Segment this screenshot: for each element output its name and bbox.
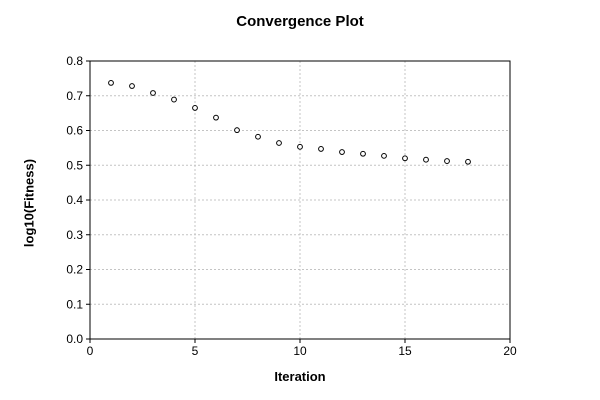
- data-point: [339, 149, 345, 155]
- data-point: [465, 158, 471, 165]
- data-point: [360, 150, 366, 157]
- data-point: [255, 133, 261, 140]
- data-point: [381, 152, 387, 159]
- data-point: [108, 79, 114, 86]
- x-tick-label: 15: [398, 344, 412, 358]
- x-tick-label: 20: [503, 344, 517, 358]
- data-point: [318, 146, 324, 152]
- y-tick-label: 0.1: [66, 297, 83, 311]
- data-point: [213, 114, 219, 121]
- x-axis-title: Iteration: [274, 369, 326, 384]
- data-point: [150, 90, 156, 96]
- y-tick-label: 0.3: [66, 228, 83, 242]
- x-tick-label: 5: [192, 344, 199, 358]
- y-axis-title: log10(Fitness): [21, 158, 37, 248]
- x-tick-label: 10: [293, 344, 307, 358]
- data-point: [276, 140, 282, 146]
- y-tick-label: 0.2: [66, 263, 83, 277]
- y-tick-label: 0.0: [66, 332, 83, 346]
- data-point: [402, 155, 408, 162]
- y-tick-label: 0.7: [66, 89, 83, 103]
- data-point: [423, 156, 429, 163]
- x-tick-label: 0: [87, 344, 94, 358]
- y-tick-label: 0.6: [66, 124, 83, 138]
- y-tick-label: 0.5: [66, 158, 83, 172]
- data-point: [171, 96, 177, 103]
- data-point: [444, 158, 450, 164]
- data-point: [192, 105, 198, 111]
- y-tick-label: 0.4: [66, 193, 83, 207]
- y-tick-label: 0.8: [66, 54, 83, 68]
- data-point: [129, 83, 135, 89]
- chart-title: Convergence Plot: [236, 13, 364, 30]
- data-point: [297, 143, 303, 150]
- data-point: [234, 127, 240, 134]
